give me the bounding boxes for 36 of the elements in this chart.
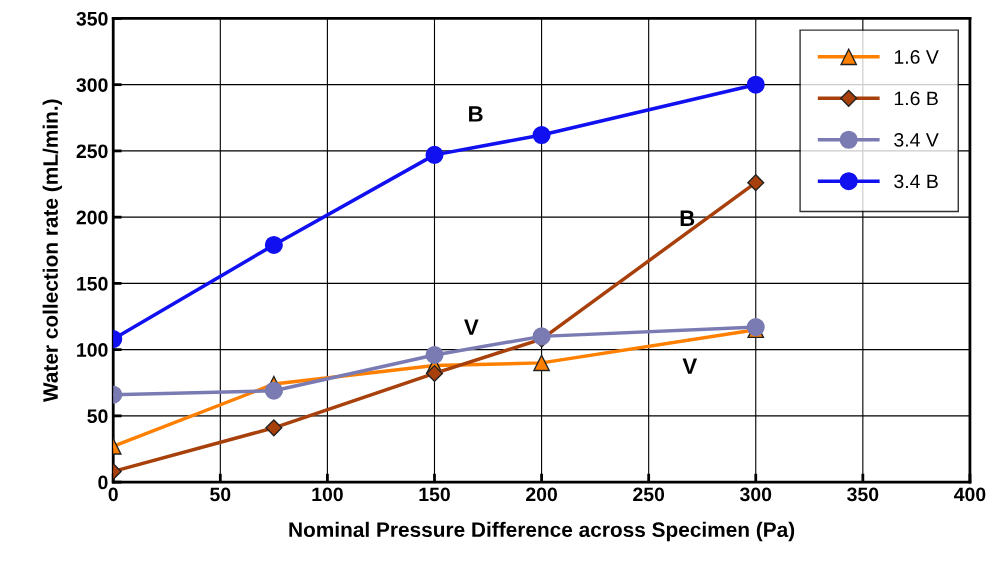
point — [264, 235, 283, 255]
point — [264, 381, 283, 400]
point — [533, 354, 550, 372]
y-tick-label: 250 — [76, 144, 108, 159]
x-tick-label: 150 — [419, 487, 450, 502]
x-tick-label: 50 — [210, 487, 231, 502]
y-axis-title: Water collection rate (mL/min.) — [42, 99, 63, 403]
y-tick-label: 150 — [77, 276, 108, 291]
point — [425, 364, 444, 383]
annotation: V — [682, 358, 698, 374]
x-tick-label: 350 — [847, 487, 879, 502]
x-tick-label: 0 — [108, 487, 118, 502]
x-tick-label: 400 — [954, 487, 986, 502]
x-tick-label: 200 — [526, 487, 558, 502]
legend-label: 3.4 B — [894, 174, 938, 189]
y-tick-label: 350 — [76, 11, 108, 26]
annotation: B — [469, 106, 483, 122]
x-tick-label: 100 — [312, 487, 343, 502]
x-tick-label: 300 — [739, 487, 772, 502]
point — [425, 345, 444, 364]
legend-label: 1.6 V — [894, 50, 939, 64]
legend-label: 1.6 B — [894, 91, 938, 106]
x-tick-label: 250 — [633, 487, 665, 502]
legend-label: 3.4 V — [894, 132, 939, 147]
y-tick-label: 50 — [87, 409, 108, 424]
point — [747, 174, 765, 192]
y-tick-label: 0 — [98, 475, 108, 490]
y-tick-label: 300 — [76, 78, 108, 92]
y-tick-label: 200 — [76, 210, 108, 225]
point — [425, 145, 444, 164]
point — [532, 125, 551, 145]
annotation: V — [464, 319, 479, 335]
point — [265, 419, 283, 437]
x-axis-title: Nominal Pressure Difference across Specimen (Pa) — [289, 521, 795, 542]
y-tick-label: 100 — [77, 343, 108, 357]
point — [746, 75, 765, 94]
